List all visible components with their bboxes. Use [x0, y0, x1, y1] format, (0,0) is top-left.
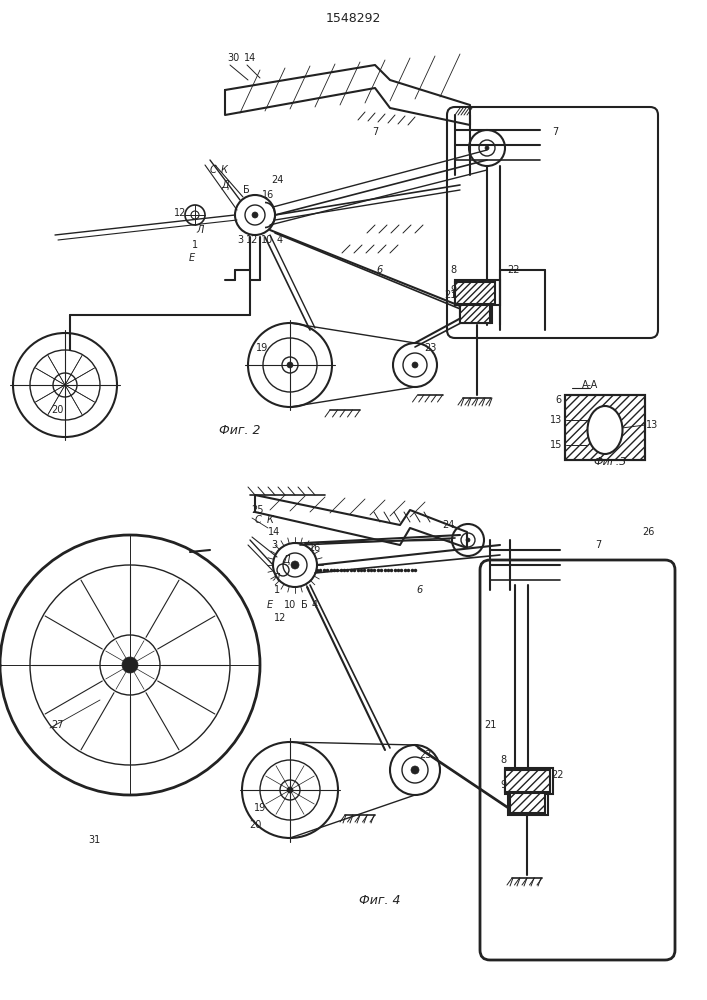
Text: 31: 31: [88, 835, 100, 845]
Text: 13: 13: [550, 415, 562, 425]
Text: 1548292: 1548292: [325, 11, 380, 24]
Text: 21: 21: [444, 290, 456, 300]
Circle shape: [466, 538, 470, 542]
Text: 16: 16: [262, 190, 274, 200]
Text: 14: 14: [244, 53, 256, 63]
Text: 30: 30: [227, 53, 239, 63]
Text: 21: 21: [484, 720, 496, 730]
Text: Е: Е: [267, 600, 273, 610]
Text: Б: Б: [300, 600, 308, 610]
Text: 23: 23: [423, 343, 436, 353]
Text: A-A: A-A: [582, 380, 598, 390]
Text: Е: Е: [189, 253, 195, 263]
Text: 4: 4: [277, 235, 283, 245]
Text: С: С: [209, 165, 216, 175]
Text: Д: Д: [221, 180, 229, 190]
Circle shape: [411, 766, 419, 774]
Text: 19: 19: [254, 803, 266, 813]
Text: 20: 20: [249, 820, 261, 830]
Text: 7: 7: [595, 540, 601, 550]
Text: 1: 1: [274, 585, 280, 595]
Polygon shape: [225, 65, 470, 125]
Text: 27: 27: [51, 720, 63, 730]
Bar: [455, 282, 495, 304]
Text: Б: Б: [243, 185, 250, 195]
Text: 24: 24: [271, 175, 284, 185]
Text: 9: 9: [450, 285, 456, 295]
Text: 3: 3: [237, 235, 243, 245]
Bar: [508, 791, 548, 815]
Text: 9: 9: [500, 780, 506, 790]
Text: С: С: [255, 515, 262, 525]
Text: 12: 12: [246, 235, 258, 245]
Text: 22: 22: [507, 265, 519, 275]
Text: Фиг. 2: Фиг. 2: [219, 424, 261, 436]
Text: 7: 7: [372, 127, 378, 137]
Text: 10: 10: [261, 235, 273, 245]
Circle shape: [252, 212, 258, 218]
Text: 10: 10: [284, 600, 296, 610]
Text: 22: 22: [551, 770, 564, 780]
Bar: [505, 768, 553, 794]
Bar: [565, 395, 645, 460]
Bar: [505, 770, 550, 792]
Bar: [460, 305, 490, 323]
Text: 19: 19: [256, 343, 268, 353]
Text: 25: 25: [252, 505, 264, 515]
Circle shape: [485, 146, 489, 150]
Bar: [510, 793, 545, 813]
Text: К: К: [267, 515, 274, 525]
Text: 1: 1: [192, 240, 198, 250]
Text: 7: 7: [552, 127, 558, 137]
Text: 14: 14: [268, 527, 280, 537]
Circle shape: [287, 787, 293, 793]
Text: 16: 16: [309, 543, 321, 553]
Text: Л: Л: [272, 573, 280, 583]
Text: Л: Л: [197, 225, 204, 235]
Text: 26: 26: [642, 527, 654, 537]
Circle shape: [291, 561, 299, 569]
Text: 4: 4: [312, 600, 318, 610]
Text: Фиг. 4: Фиг. 4: [359, 894, 401, 906]
Text: 24: 24: [442, 520, 454, 530]
Text: 3: 3: [271, 540, 277, 550]
Text: 23: 23: [419, 750, 431, 760]
Text: 15: 15: [550, 440, 562, 450]
Text: К: К: [221, 165, 228, 175]
Text: Д: Д: [282, 555, 290, 565]
Circle shape: [287, 362, 293, 368]
Text: 13: 13: [646, 420, 658, 430]
Bar: [565, 395, 645, 460]
Circle shape: [412, 362, 418, 368]
Text: 8: 8: [500, 755, 506, 765]
Text: 6: 6: [555, 395, 561, 405]
Text: 12: 12: [174, 208, 186, 218]
Bar: [455, 280, 500, 305]
Bar: [460, 303, 492, 323]
Ellipse shape: [588, 406, 622, 454]
Text: 12: 12: [274, 613, 286, 623]
Text: 20: 20: [51, 405, 63, 415]
Polygon shape: [255, 495, 467, 548]
Text: 6: 6: [377, 265, 383, 275]
Text: Фиг.3: Фиг.3: [593, 457, 626, 467]
Text: 6: 6: [417, 585, 423, 595]
Circle shape: [122, 657, 138, 673]
Text: 8: 8: [450, 265, 456, 275]
